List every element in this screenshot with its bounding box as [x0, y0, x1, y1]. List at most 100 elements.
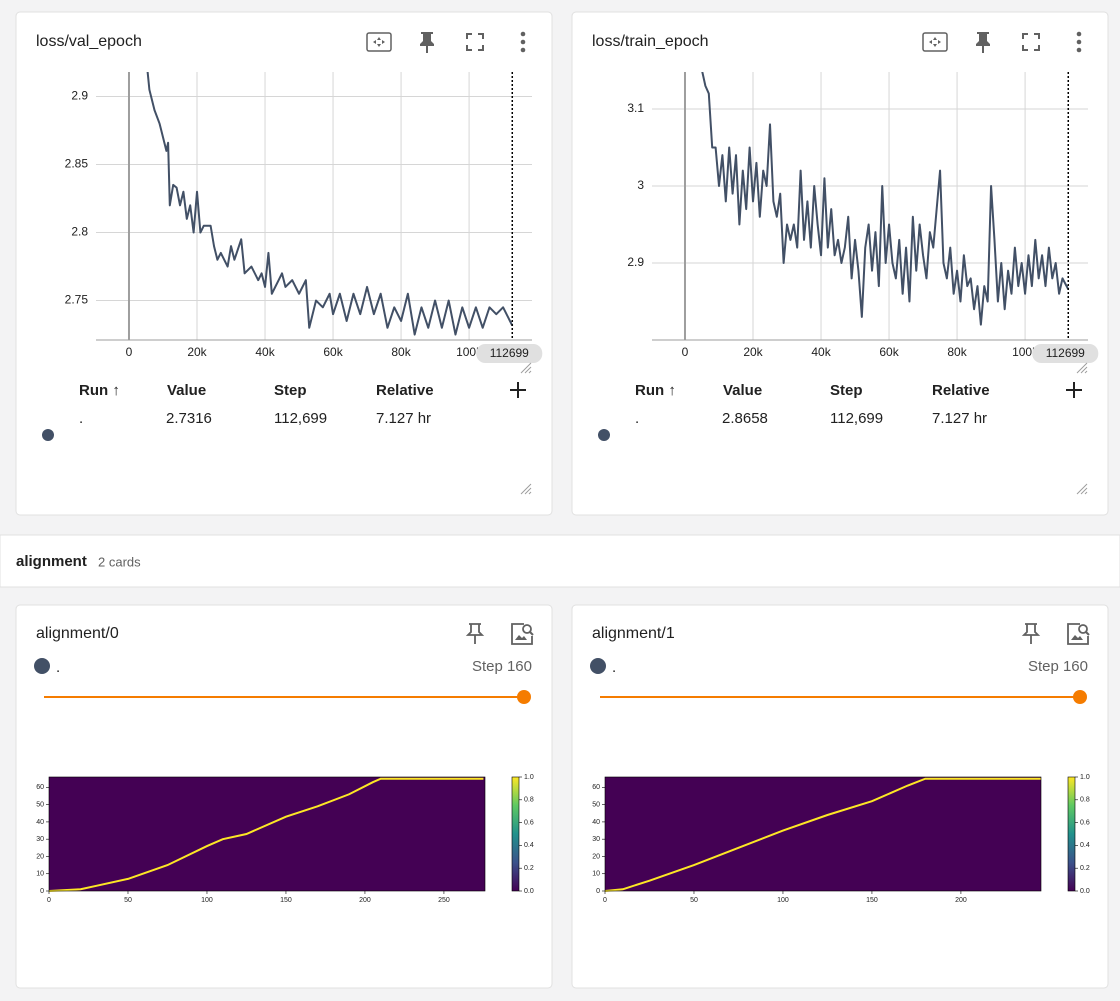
slider-thumb[interactable]: [1073, 690, 1087, 704]
section-bar: [0, 534, 1120, 588]
icon-shape: [1076, 47, 1082, 53]
icon-shape: [1076, 39, 1082, 45]
x-tick-label: 200: [359, 897, 371, 904]
plus-button[interactable]: [510, 382, 526, 398]
resize-button[interactable]: [520, 483, 532, 495]
x-tick-label: 0: [47, 897, 51, 904]
icon-shape: [373, 37, 385, 47]
slider-thumb[interactable]: [517, 690, 531, 704]
icon-shape: [522, 624, 532, 634]
plus-button[interactable]: [1066, 382, 1082, 398]
run-color: [590, 658, 606, 674]
table-header[interactable]: Value: [723, 382, 762, 399]
x-tick-label: 0: [603, 897, 607, 904]
x-tick-label: 50: [690, 897, 698, 904]
heatmap-background: [49, 777, 485, 891]
icon-shape: [520, 47, 526, 53]
x-tick-label: 150: [866, 897, 878, 904]
card: [571, 11, 1109, 516]
icon-shape: [520, 39, 526, 45]
table-header[interactable]: Step: [830, 382, 863, 399]
y-tick-label: 30: [36, 836, 44, 843]
resize-button[interactable]: [1076, 483, 1088, 495]
table-cell: 7.127 hr: [932, 410, 987, 427]
marker-label: 112699: [1046, 346, 1085, 360]
image-search-button[interactable]: [1067, 623, 1090, 645]
series-line: [146, 72, 514, 336]
y-tick-label: 20: [36, 853, 44, 860]
heatmap-background: [605, 777, 1041, 891]
resize-button[interactable]: [1076, 362, 1088, 374]
resize-button[interactable]: [520, 362, 532, 374]
run-color: [42, 429, 54, 441]
icon-shape: [515, 635, 527, 640]
run-color: [598, 429, 610, 441]
y-tick-label: 2.9: [71, 89, 88, 103]
run-name: .: [612, 659, 616, 676]
run-name: .: [56, 659, 60, 676]
alignment-path: [604, 777, 1041, 892]
icon-shape: [1078, 624, 1088, 634]
table-header[interactable]: Run ↑: [79, 382, 120, 399]
y-tick-label: 2.85: [65, 157, 89, 171]
run-color: [34, 658, 50, 674]
icon-shape: [1066, 382, 1082, 398]
icon-shape: [466, 33, 484, 51]
y-tick-label: 60: [592, 784, 600, 791]
icon-shape: [1076, 362, 1088, 374]
section-title[interactable]: alignment: [16, 553, 87, 570]
series-line: [701, 72, 1070, 326]
more-button[interactable]: [520, 31, 526, 53]
alignment-path: [48, 777, 484, 892]
pin-outline-button[interactable]: [1021, 623, 1041, 644]
icon-shape: [1071, 635, 1083, 640]
fullscreen-button[interactable]: [1022, 33, 1040, 51]
table-cell: 112,699: [274, 410, 327, 427]
y-tick-label: 50: [592, 801, 600, 808]
x-tick-label: 40k: [255, 345, 275, 359]
pin-button[interactable]: [976, 32, 990, 53]
heatmap-frame: [48, 776, 486, 892]
pin-button[interactable]: [420, 32, 434, 53]
x-tick-label: 0: [682, 345, 689, 359]
table-header[interactable]: Relative: [376, 382, 434, 399]
image-search-button[interactable]: [511, 623, 534, 645]
table-cell: .: [79, 410, 83, 427]
fit-button[interactable]: [922, 32, 948, 52]
icon-shape: [510, 382, 526, 398]
icon-shape: [929, 37, 941, 47]
y-tick-label: 2.75: [65, 293, 89, 307]
table-header[interactable]: Step: [274, 382, 307, 399]
table-header[interactable]: Value: [167, 382, 206, 399]
table-cell: 2.7316: [166, 410, 212, 427]
x-tick-label: 150: [280, 897, 292, 904]
colorbar-tick-label: 0.8: [1080, 797, 1090, 804]
x-tick-label: 50: [124, 897, 132, 904]
pin-outline-button[interactable]: [465, 623, 485, 644]
icon-shape: [1021, 623, 1041, 644]
card-title: alignment/1: [592, 625, 675, 642]
colorbar-tick-label: 1.0: [524, 774, 534, 781]
table-header[interactable]: Relative: [932, 382, 990, 399]
table-header[interactable]: Run ↑: [635, 382, 676, 399]
fit-button[interactable]: [366, 32, 392, 52]
y-tick-label: 60: [36, 784, 44, 791]
x-tick-label: 100k: [1012, 345, 1039, 359]
more-button[interactable]: [1076, 31, 1082, 53]
x-tick-label: 80k: [391, 345, 411, 359]
x-tick-label: 100: [201, 897, 213, 904]
heatmap-frame: [604, 776, 1042, 892]
y-tick-label: 0: [40, 888, 44, 895]
y-tick-label: 10: [36, 871, 44, 878]
y-tick-label: 20: [592, 853, 600, 860]
colorbar-tick-label: 0.2: [524, 865, 534, 872]
card-title: loss/train_epoch: [592, 33, 709, 50]
icon-shape: [520, 483, 532, 495]
y-tick-label: 3.1: [627, 101, 644, 115]
step-label: Step 160: [1028, 658, 1088, 675]
fullscreen-button[interactable]: [466, 33, 484, 51]
y-tick-label: 30: [592, 836, 600, 843]
colorbar: [1067, 776, 1076, 892]
icon-shape: [1076, 31, 1082, 37]
